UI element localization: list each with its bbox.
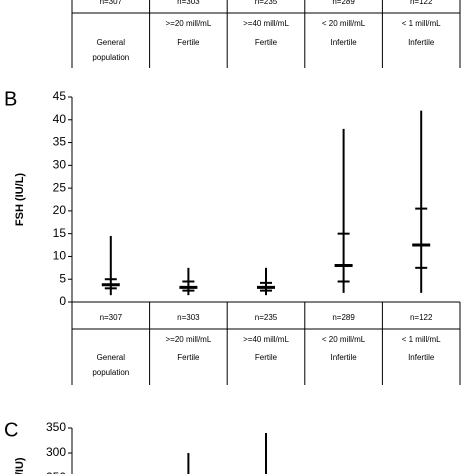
table-cell: n=303 xyxy=(177,313,200,322)
table-cell: Infertile xyxy=(408,353,435,362)
y-tick-label: 10 xyxy=(53,249,67,263)
y-axis-label: FSH (IU/L) xyxy=(14,173,26,226)
y-axis-label: ng/IU) xyxy=(14,457,26,474)
y-tick-label: 250 xyxy=(46,470,66,474)
y-tick-label: 300 xyxy=(46,445,66,459)
table-cell: n=235 xyxy=(255,313,278,322)
y-tick-label: 20 xyxy=(53,203,67,217)
table-cell: n=122 xyxy=(410,313,433,322)
table-cell: population xyxy=(92,368,129,377)
table-cell: < 1 mill/mL xyxy=(402,335,441,344)
panel-label: C xyxy=(4,419,18,441)
table-cell: < 20 mill/mL xyxy=(322,19,366,28)
table-cell: Fertile xyxy=(177,353,200,362)
y-tick-label: 45 xyxy=(53,89,67,103)
y-tick-label: 15 xyxy=(53,226,67,240)
y-tick-label: 0 xyxy=(59,294,66,308)
table-cell: Infertile xyxy=(330,38,357,47)
table-cell: n=307 xyxy=(100,0,123,6)
table-cell: >=40 mill/mL xyxy=(243,19,289,28)
table-cell: Infertile xyxy=(330,353,357,362)
y-tick-label: 25 xyxy=(53,180,67,194)
table-cell: n=289 xyxy=(332,313,355,322)
y-tick-label: 5 xyxy=(59,271,66,285)
table-cell: >=20 mill/mL xyxy=(166,19,212,28)
table-cell: >=40 mill/mL xyxy=(243,335,289,344)
table-cell: General xyxy=(97,353,126,362)
table-cell: General xyxy=(97,38,126,47)
table-cell: n=289 xyxy=(332,0,355,6)
table-cell: Fertile xyxy=(255,353,278,362)
table-cell: n=122 xyxy=(410,0,433,6)
y-tick-label: 35 xyxy=(53,135,67,149)
table-cell: n=307 xyxy=(100,313,123,322)
table-cell: n=303 xyxy=(177,0,200,6)
table-cell: Fertile xyxy=(255,38,278,47)
y-tick-label: 350 xyxy=(46,420,66,434)
table-cell: >=20 mill/mL xyxy=(166,335,212,344)
y-tick-label: 40 xyxy=(53,112,67,126)
y-tick-label: 30 xyxy=(53,158,67,172)
table-cell: Fertile xyxy=(177,38,200,47)
table-cell: Infertile xyxy=(408,38,435,47)
table-cell: population xyxy=(92,53,129,62)
table-cell: < 1 mill/mL xyxy=(402,19,441,28)
panel-label: B xyxy=(4,88,17,110)
table-cell: n=235 xyxy=(255,0,278,6)
table-cell: < 20 mill/mL xyxy=(322,335,366,344)
